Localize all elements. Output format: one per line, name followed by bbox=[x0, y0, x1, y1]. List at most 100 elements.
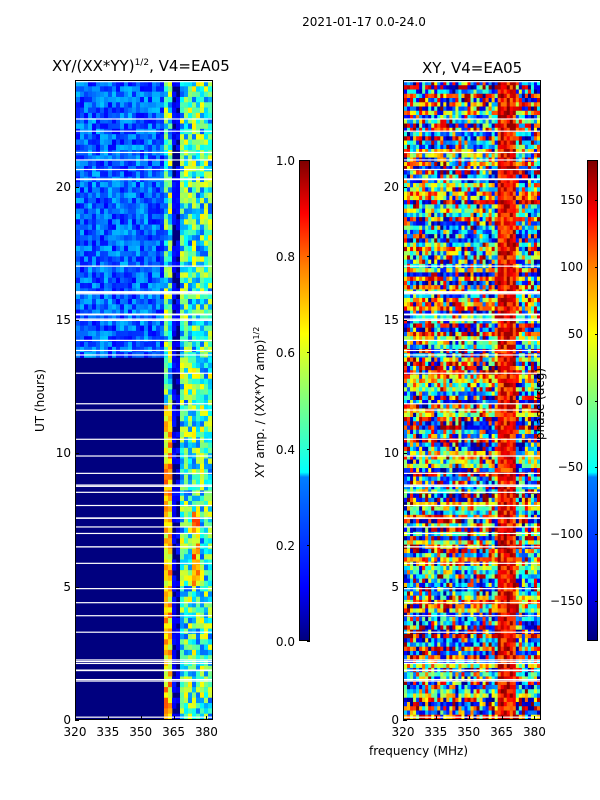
amp-cell bbox=[116, 208, 121, 215]
amp-cell bbox=[196, 134, 201, 140]
amp-cell bbox=[168, 368, 173, 374]
amp-cell bbox=[164, 501, 169, 507]
phase-cell bbox=[497, 221, 502, 226]
amp-cell bbox=[200, 256, 205, 263]
phase-cell bbox=[488, 302, 492, 307]
phase-cell bbox=[437, 93, 441, 99]
amp-cell bbox=[168, 580, 173, 587]
amp-cell bbox=[108, 309, 113, 316]
amp-cell bbox=[124, 123, 129, 130]
phase-cell bbox=[494, 246, 498, 252]
phase-cell bbox=[527, 268, 532, 273]
phase-cell bbox=[464, 225, 468, 231]
amp-cell bbox=[204, 123, 209, 130]
amp-cell bbox=[156, 96, 161, 103]
phase-cell bbox=[449, 297, 453, 303]
amp-cell bbox=[88, 144, 93, 151]
phase-cell bbox=[452, 234, 456, 239]
phase-cell bbox=[503, 127, 508, 133]
phase-cell bbox=[494, 170, 498, 175]
phase-cell bbox=[452, 259, 456, 265]
phase-cell bbox=[494, 272, 498, 277]
amp-cell bbox=[152, 336, 157, 342]
phase-cell bbox=[515, 306, 520, 311]
phase-cell bbox=[425, 212, 429, 218]
amp-cell bbox=[192, 192, 197, 199]
amp-cell bbox=[196, 602, 201, 608]
amp-cell bbox=[84, 240, 89, 247]
amp-cell bbox=[200, 346, 205, 353]
amp-cell bbox=[164, 277, 169, 284]
amp-cell bbox=[208, 644, 212, 651]
phase-cell bbox=[419, 187, 423, 192]
phase-cell bbox=[515, 187, 520, 192]
phase-cell bbox=[425, 280, 429, 286]
amp-cell bbox=[108, 187, 113, 193]
phase-cell bbox=[521, 208, 526, 214]
phase-cell bbox=[482, 217, 486, 222]
amp-cell bbox=[140, 304, 145, 310]
phase-cell bbox=[524, 246, 529, 252]
amp-cell bbox=[176, 671, 181, 677]
phase-cell bbox=[500, 170, 505, 175]
phase-cell bbox=[419, 85, 423, 90]
amp-cell bbox=[200, 400, 205, 406]
phase-cell bbox=[443, 293, 447, 299]
phase-cell bbox=[455, 191, 459, 197]
amp-cell bbox=[208, 570, 212, 576]
amp-cell bbox=[164, 224, 169, 231]
phase-cell bbox=[473, 85, 477, 90]
amp-cell bbox=[200, 580, 205, 587]
phase-cell bbox=[446, 208, 450, 214]
phase-cell bbox=[404, 178, 408, 184]
phase-cell bbox=[527, 102, 532, 107]
phase-cell bbox=[407, 123, 411, 129]
amp-cell bbox=[164, 474, 169, 481]
phase-cell bbox=[413, 212, 417, 218]
amp-cell bbox=[208, 102, 212, 108]
phase-cell bbox=[497, 183, 502, 188]
phase-cell bbox=[533, 200, 538, 205]
amp-cell bbox=[84, 336, 89, 342]
phase-cell bbox=[512, 166, 517, 171]
phase-cell bbox=[494, 98, 498, 103]
amp-cell bbox=[192, 224, 197, 231]
phase-cell bbox=[470, 268, 474, 273]
phase-cell bbox=[422, 208, 426, 214]
amp-cell bbox=[104, 320, 109, 326]
phase-cell bbox=[470, 293, 474, 299]
amp-cell bbox=[188, 665, 193, 672]
amp-cell bbox=[168, 325, 173, 332]
amp-cell bbox=[160, 160, 165, 167]
amp-cell bbox=[192, 516, 197, 523]
amp-cell bbox=[152, 203, 157, 209]
phase-cell bbox=[461, 217, 465, 222]
phase-cell bbox=[443, 234, 447, 239]
phase-cell bbox=[449, 136, 453, 141]
phase-cell bbox=[515, 221, 520, 226]
phase-cell bbox=[461, 268, 465, 273]
amp-cell bbox=[156, 320, 161, 326]
phase-cell bbox=[464, 123, 468, 129]
amp-cell bbox=[208, 224, 212, 231]
phase-cell bbox=[419, 166, 423, 171]
amp-cell bbox=[140, 229, 145, 236]
phase-cell bbox=[404, 212, 408, 218]
phase-cell bbox=[467, 187, 471, 192]
amp-cell bbox=[204, 336, 209, 342]
amp-cell bbox=[92, 166, 97, 172]
phase-cell bbox=[491, 183, 495, 188]
amp-cell bbox=[168, 506, 173, 512]
amp-cell bbox=[168, 107, 173, 114]
amp-cell bbox=[180, 532, 185, 539]
phase-cell bbox=[467, 293, 471, 299]
phase-cell bbox=[443, 132, 447, 137]
amp-cell bbox=[160, 277, 165, 284]
phase-cell bbox=[506, 191, 511, 197]
phase-cell bbox=[458, 132, 462, 137]
amp-cell bbox=[168, 86, 173, 92]
amp-cell bbox=[184, 570, 189, 576]
amp-cell bbox=[196, 213, 201, 220]
phase-cell bbox=[437, 246, 441, 252]
amp-cell bbox=[204, 283, 209, 289]
